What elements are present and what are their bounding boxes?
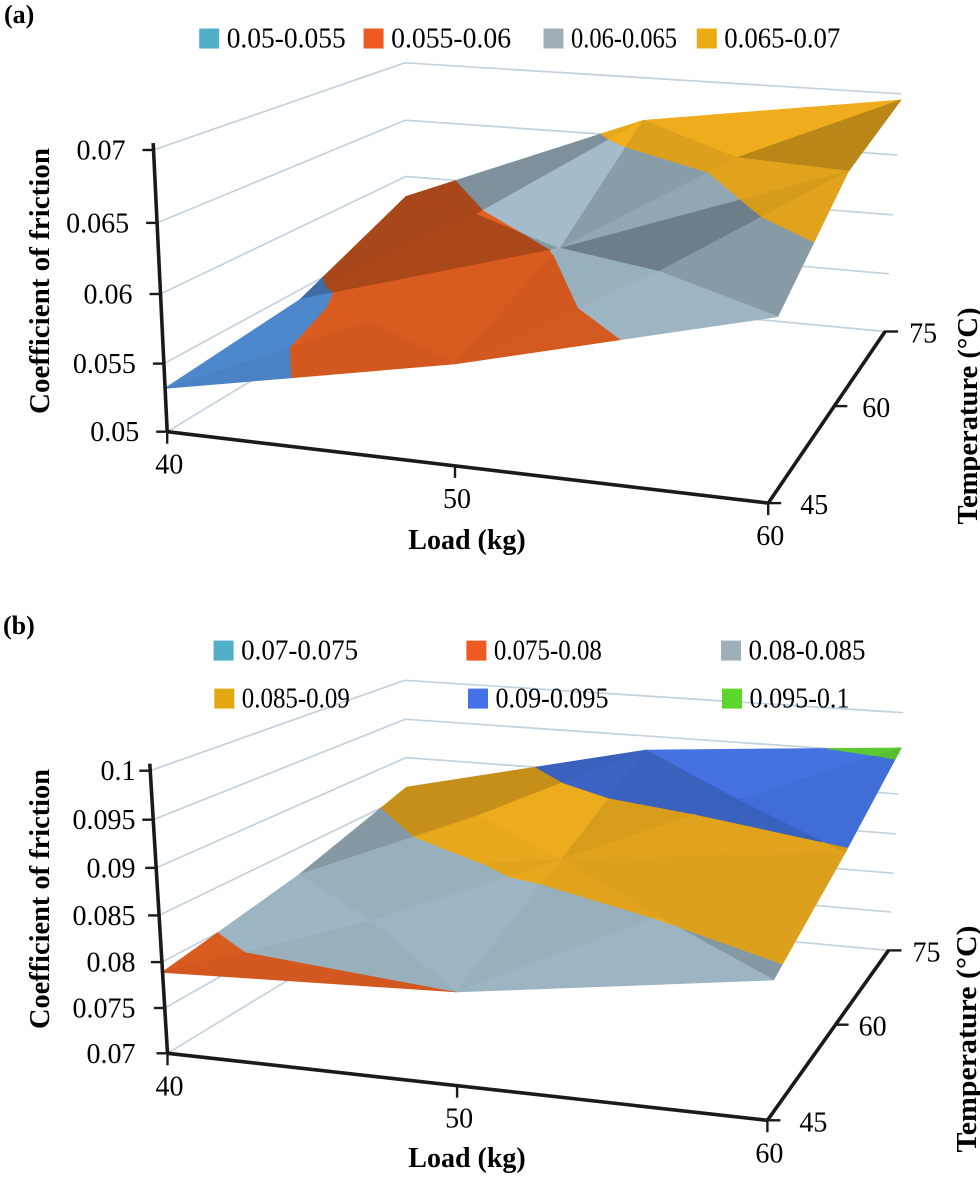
svg-text:(b): (b) bbox=[3, 611, 35, 640]
svg-text:0.075-0.08: 0.075-0.08 bbox=[494, 636, 602, 667]
svg-text:75: 75 bbox=[913, 937, 941, 968]
svg-text:60: 60 bbox=[862, 393, 890, 424]
svg-text:0.07-0.075: 0.07-0.075 bbox=[241, 636, 358, 667]
svg-text:Load (kg): Load (kg) bbox=[408, 1143, 525, 1174]
svg-text:60: 60 bbox=[755, 1138, 783, 1169]
svg-text:0.08: 0.08 bbox=[87, 948, 136, 979]
svg-text:0.065-0.07: 0.065-0.07 bbox=[724, 24, 840, 55]
svg-text:0.07: 0.07 bbox=[77, 136, 126, 167]
svg-text:0.065: 0.065 bbox=[66, 208, 129, 239]
svg-text:60: 60 bbox=[756, 521, 784, 552]
svg-text:40: 40 bbox=[155, 450, 183, 481]
svg-text:75: 75 bbox=[909, 319, 937, 350]
svg-text:0.095-0.1: 0.095-0.1 bbox=[750, 684, 850, 715]
svg-text:40: 40 bbox=[156, 1071, 184, 1102]
svg-text:45: 45 bbox=[799, 1107, 827, 1138]
svg-text:50: 50 bbox=[443, 484, 471, 515]
svg-text:0.085: 0.085 bbox=[73, 901, 136, 932]
svg-text:50: 50 bbox=[445, 1104, 473, 1135]
svg-text:Load (kg): Load (kg) bbox=[408, 525, 525, 556]
svg-text:Temperature (°C): Temperature (°C) bbox=[952, 926, 980, 1153]
svg-text:0.08-0.085: 0.08-0.085 bbox=[749, 636, 866, 667]
svg-text:0.1: 0.1 bbox=[101, 756, 136, 787]
svg-text:0.055: 0.055 bbox=[73, 349, 136, 380]
svg-text:Coefficient of friction: Coefficient of friction bbox=[25, 769, 56, 1029]
svg-text:0.09-0.095: 0.09-0.095 bbox=[496, 684, 609, 715]
svg-text:Temperature (°C): Temperature (°C) bbox=[953, 308, 980, 525]
svg-text:0.05: 0.05 bbox=[90, 417, 139, 448]
svg-text:0.09: 0.09 bbox=[87, 853, 136, 884]
svg-text:0.095: 0.095 bbox=[73, 805, 136, 836]
svg-text:0.085-0.09: 0.085-0.09 bbox=[242, 684, 350, 715]
svg-text:45: 45 bbox=[800, 490, 828, 521]
svg-text:0.05-0.055: 0.05-0.055 bbox=[227, 24, 346, 55]
svg-text:Coefficient of friction: Coefficient of friction bbox=[25, 148, 56, 414]
svg-text:0.075: 0.075 bbox=[73, 994, 136, 1025]
svg-text:(a): (a) bbox=[4, 0, 34, 29]
svg-text:0.06: 0.06 bbox=[84, 280, 133, 311]
svg-text:0.06-0.065: 0.06-0.065 bbox=[571, 24, 677, 55]
svg-text:60: 60 bbox=[859, 1012, 887, 1043]
svg-text:0.055-0.06: 0.055-0.06 bbox=[391, 24, 511, 55]
svg-text:0.07: 0.07 bbox=[87, 1039, 136, 1070]
